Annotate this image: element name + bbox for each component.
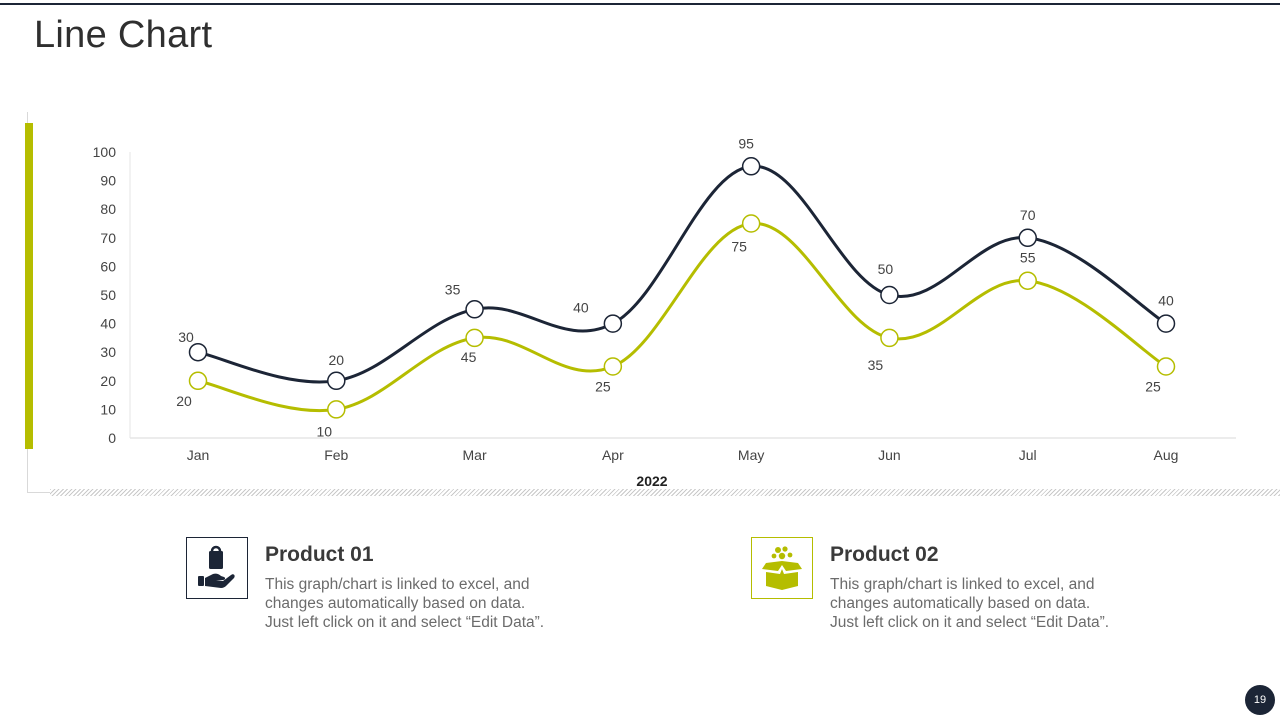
product-01-line-2: changes automatically based on data. bbox=[265, 595, 526, 612]
data-point bbox=[188, 342, 208, 362]
data-label: 40 bbox=[1158, 293, 1174, 309]
data-label: 75 bbox=[731, 239, 747, 255]
data-label: 30 bbox=[178, 329, 194, 345]
y-tick-label: 50 bbox=[100, 287, 116, 303]
product-02-line-3: Just left click on it and select “Edit D… bbox=[830, 614, 1110, 631]
product-01-card: Product 01 This graph/chart is linked to… bbox=[186, 537, 566, 637]
y-tick-label: 40 bbox=[100, 316, 116, 332]
data-label: 55 bbox=[1020, 250, 1036, 266]
data-point bbox=[465, 328, 484, 348]
data-point bbox=[465, 300, 484, 319]
data-label: 25 bbox=[595, 379, 611, 395]
x-tick-label: Jul bbox=[1019, 447, 1037, 463]
data-label: 70 bbox=[1020, 207, 1036, 223]
data-point bbox=[603, 314, 623, 333]
data-label: 95 bbox=[738, 135, 754, 151]
data-point bbox=[603, 357, 623, 376]
series-1: 30 20 35 40 95 50 70 40 bbox=[178, 135, 1176, 391]
x-axis-labels: Jan Feb Mar Apr May Jun Jul Aug bbox=[187, 447, 1179, 463]
y-tick-label: 20 bbox=[100, 373, 116, 389]
data-point bbox=[327, 371, 346, 391]
x-axis-title: 2022 bbox=[636, 473, 667, 489]
data-point bbox=[1018, 271, 1037, 290]
y-tick-label: 0 bbox=[108, 430, 116, 446]
data-point bbox=[880, 285, 899, 305]
data-point bbox=[1018, 228, 1037, 248]
product-02-card: Product 02 This graph/chart is linked to… bbox=[751, 537, 1131, 637]
product-01-icon-box bbox=[186, 537, 248, 599]
x-tick-label: May bbox=[738, 447, 764, 463]
product-02-line-2: changes automatically based on data. bbox=[830, 595, 1091, 612]
data-point bbox=[327, 400, 346, 419]
product-02-title: Product 02 bbox=[830, 543, 939, 566]
x-tick-label: Apr bbox=[602, 447, 624, 463]
product-01-title: Product 01 bbox=[265, 543, 374, 566]
data-label: 35 bbox=[868, 357, 884, 373]
data-point bbox=[741, 157, 761, 176]
product-01-description: This graph/chart is linked to excel, and… bbox=[265, 575, 585, 632]
x-tick-label: Jan bbox=[187, 447, 210, 463]
y-tick-label: 80 bbox=[100, 201, 116, 217]
data-label: 40 bbox=[573, 300, 589, 316]
data-label: 25 bbox=[1145, 379, 1161, 395]
data-point bbox=[1156, 357, 1176, 376]
y-tick-label: 70 bbox=[100, 230, 116, 246]
product-01-line-1: This graph/chart is linked to excel, and bbox=[265, 576, 530, 593]
gift-box-icon bbox=[762, 546, 802, 590]
data-label: 20 bbox=[176, 393, 192, 409]
series-line bbox=[197, 164, 1167, 384]
line-chart[interactable]: 0 10 20 30 40 50 60 70 80 90 100 Jan Feb Mar Apr May Ju… bbox=[0, 0, 1280, 500]
y-axis-labels: 0 10 20 30 40 50 60 70 80 90 100 bbox=[93, 144, 117, 446]
data-label: 50 bbox=[878, 261, 894, 277]
data-label: 10 bbox=[316, 423, 332, 439]
product-02-icon-box bbox=[751, 537, 813, 599]
product-02-line-1: This graph/chart is linked to excel, and bbox=[830, 576, 1095, 593]
y-tick-label: 100 bbox=[93, 144, 117, 160]
y-tick-label: 90 bbox=[100, 173, 116, 189]
data-label: 35 bbox=[445, 281, 461, 297]
data-point bbox=[741, 214, 761, 233]
x-tick-label: Jun bbox=[878, 447, 901, 463]
series-layer: 30 20 35 40 95 50 70 40 20 10 45 25 75 35 55 25 bbox=[176, 135, 1176, 439]
x-tick-label: Feb bbox=[324, 447, 348, 463]
data-point bbox=[1156, 314, 1176, 333]
y-tick-label: 60 bbox=[100, 258, 116, 274]
y-tick-label: 10 bbox=[100, 401, 116, 417]
x-tick-label: Aug bbox=[1154, 447, 1179, 463]
data-point bbox=[188, 371, 208, 391]
accent-bar bbox=[25, 123, 33, 449]
page-number: 19 bbox=[1245, 685, 1275, 715]
x-tick-label: Mar bbox=[463, 447, 487, 463]
page-title: Line Chart bbox=[34, 14, 213, 56]
data-point bbox=[880, 328, 899, 348]
product-01-line-3: Just left click on it and select “Edit D… bbox=[265, 614, 545, 631]
data-label: 45 bbox=[461, 349, 477, 365]
series-2: 20 10 45 25 75 35 55 25 bbox=[176, 214, 1176, 439]
top-rule bbox=[0, 3, 1280, 5]
series-line bbox=[197, 221, 1167, 413]
data-label: 20 bbox=[328, 352, 344, 368]
y-tick-label: 30 bbox=[100, 344, 116, 360]
product-02-description: This graph/chart is linked to excel, and… bbox=[830, 575, 1150, 632]
hatch-divider bbox=[50, 489, 1280, 496]
hand-holding-bag-icon bbox=[198, 545, 235, 588]
chart-frame-bottom bbox=[27, 492, 51, 493]
